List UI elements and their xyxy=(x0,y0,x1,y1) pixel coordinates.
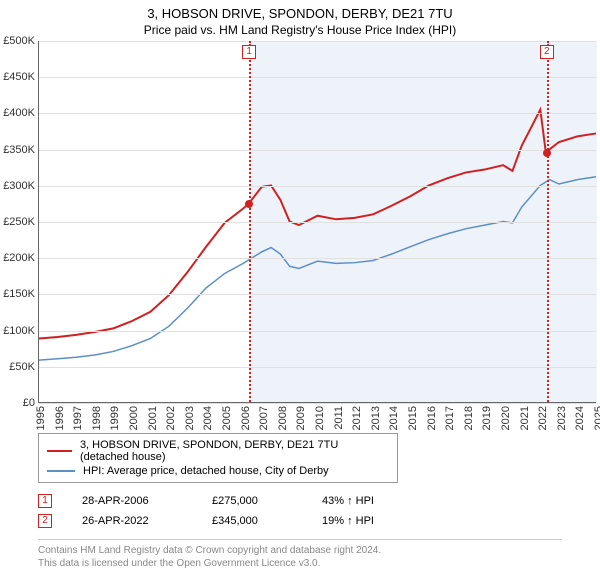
x-axis-label: 2020 xyxy=(500,402,512,430)
x-axis-label: 2000 xyxy=(128,402,140,430)
x-axis-label: 2017 xyxy=(444,402,456,430)
event-vline xyxy=(249,41,251,402)
event-date: 28-APR-2006 xyxy=(82,495,182,507)
x-axis-label: 1999 xyxy=(109,402,121,430)
y-axis-label: £500K xyxy=(3,35,39,47)
series-price_paid xyxy=(39,110,596,339)
y-axis-label: £450K xyxy=(3,71,39,83)
event-dot xyxy=(245,200,253,208)
legend-box: 3, HOBSON DRIVE, SPONDON, DERBY, DE21 7T… xyxy=(38,433,398,483)
x-axis-label: 2019 xyxy=(481,402,493,430)
x-axis-label: 2003 xyxy=(184,402,196,430)
legend-swatch-price xyxy=(47,450,72,452)
legend-label-hpi: HPI: Average price, detached house, City… xyxy=(83,465,329,477)
x-axis-label: 2006 xyxy=(240,402,252,430)
events-list: 1 28-APR-2006 £275,000 43% ↑ HPI 2 26-APR-202… xyxy=(38,491,600,531)
event-price: £275,000 xyxy=(212,495,292,507)
legend-label-price: 3, HOBSON DRIVE, SPONDON, DERBY, DE21 7T… xyxy=(80,439,389,463)
x-axis-label: 2012 xyxy=(351,402,363,430)
event-dot xyxy=(543,149,551,157)
event-marker-box: 1 xyxy=(242,45,256,59)
x-axis-label: 2014 xyxy=(388,402,400,430)
x-axis-label: 2008 xyxy=(277,402,289,430)
x-axis-label: 1995 xyxy=(35,402,47,430)
y-axis-label: £150K xyxy=(3,288,39,300)
series-hpi xyxy=(39,177,596,360)
event-price: £345,000 xyxy=(212,515,292,527)
x-axis-label: 2023 xyxy=(556,402,568,430)
x-axis-label: 2016 xyxy=(426,402,438,430)
legend-swatch-hpi xyxy=(47,470,75,472)
y-axis-label: £200K xyxy=(3,252,39,264)
x-axis-label: 2001 xyxy=(147,402,159,430)
x-axis-label: 2005 xyxy=(221,402,233,430)
x-axis-label: 2009 xyxy=(295,402,307,430)
event-marker-box: 2 xyxy=(540,45,554,59)
gridline-h xyxy=(39,331,596,332)
event-row: 2 26-APR-2022 £345,000 19% ↑ HPI xyxy=(38,511,600,531)
chart-plot-area: £0£50K£100K£150K£200K£250K£300K£350K£400… xyxy=(38,41,596,403)
chart-title: 3, HOBSON DRIVE, SPONDON, DERBY, DE21 7T… xyxy=(0,0,600,21)
x-axis-label: 2002 xyxy=(165,402,177,430)
x-axis-label: 2007 xyxy=(258,402,270,430)
chart-subtitle: Price paid vs. HM Land Registry's House … xyxy=(0,21,600,41)
footer-line-2: This data is licensed under the Open Gov… xyxy=(38,557,562,570)
y-axis-label: £400K xyxy=(3,107,39,119)
gridline-h xyxy=(39,186,596,187)
event-num-box: 2 xyxy=(38,514,52,528)
gridline-h xyxy=(39,294,596,295)
x-axis-label: 2013 xyxy=(370,402,382,430)
y-axis-label: £50K xyxy=(9,361,39,373)
y-axis-label: £350K xyxy=(3,144,39,156)
gridline-h xyxy=(39,367,596,368)
gridline-h xyxy=(39,41,596,42)
event-num-box: 1 xyxy=(38,494,52,508)
x-axis-label: 2021 xyxy=(519,402,531,430)
gridline-h xyxy=(39,77,596,78)
event-date: 26-APR-2022 xyxy=(82,515,182,527)
legend-row-price: 3, HOBSON DRIVE, SPONDON, DERBY, DE21 7T… xyxy=(47,438,389,464)
y-axis-label: £300K xyxy=(3,180,39,192)
event-delta: 19% ↑ HPI xyxy=(322,515,412,527)
x-axis-label: 1998 xyxy=(91,402,103,430)
y-axis-label: £100K xyxy=(3,325,39,337)
x-axis-label: 2015 xyxy=(407,402,419,430)
footer-attribution: Contains HM Land Registry data © Crown c… xyxy=(38,539,562,570)
legend-row-hpi: HPI: Average price, detached house, City… xyxy=(47,464,389,478)
gridline-h xyxy=(39,258,596,259)
event-vline xyxy=(547,41,549,402)
event-delta: 43% ↑ HPI xyxy=(322,495,412,507)
footer-line-1: Contains HM Land Registry data © Crown c… xyxy=(38,544,562,557)
x-axis-label: 1997 xyxy=(72,402,84,430)
x-axis-label: 2025 xyxy=(593,402,600,430)
gridline-h xyxy=(39,150,596,151)
x-axis-label: 2018 xyxy=(463,402,475,430)
gridline-h xyxy=(39,113,596,114)
x-axis-label: 2022 xyxy=(537,402,549,430)
x-axis-label: 2004 xyxy=(202,402,214,430)
gridline-h xyxy=(39,222,596,223)
event-row: 1 28-APR-2006 £275,000 43% ↑ HPI xyxy=(38,491,600,511)
x-axis-label: 2010 xyxy=(314,402,326,430)
chart-container: 3, HOBSON DRIVE, SPONDON, DERBY, DE21 7T… xyxy=(0,0,600,560)
y-axis-label: £250K xyxy=(3,216,39,228)
x-axis-label: 2011 xyxy=(333,402,345,430)
x-axis-label: 1996 xyxy=(54,402,66,430)
x-axis-label: 2024 xyxy=(574,402,586,430)
